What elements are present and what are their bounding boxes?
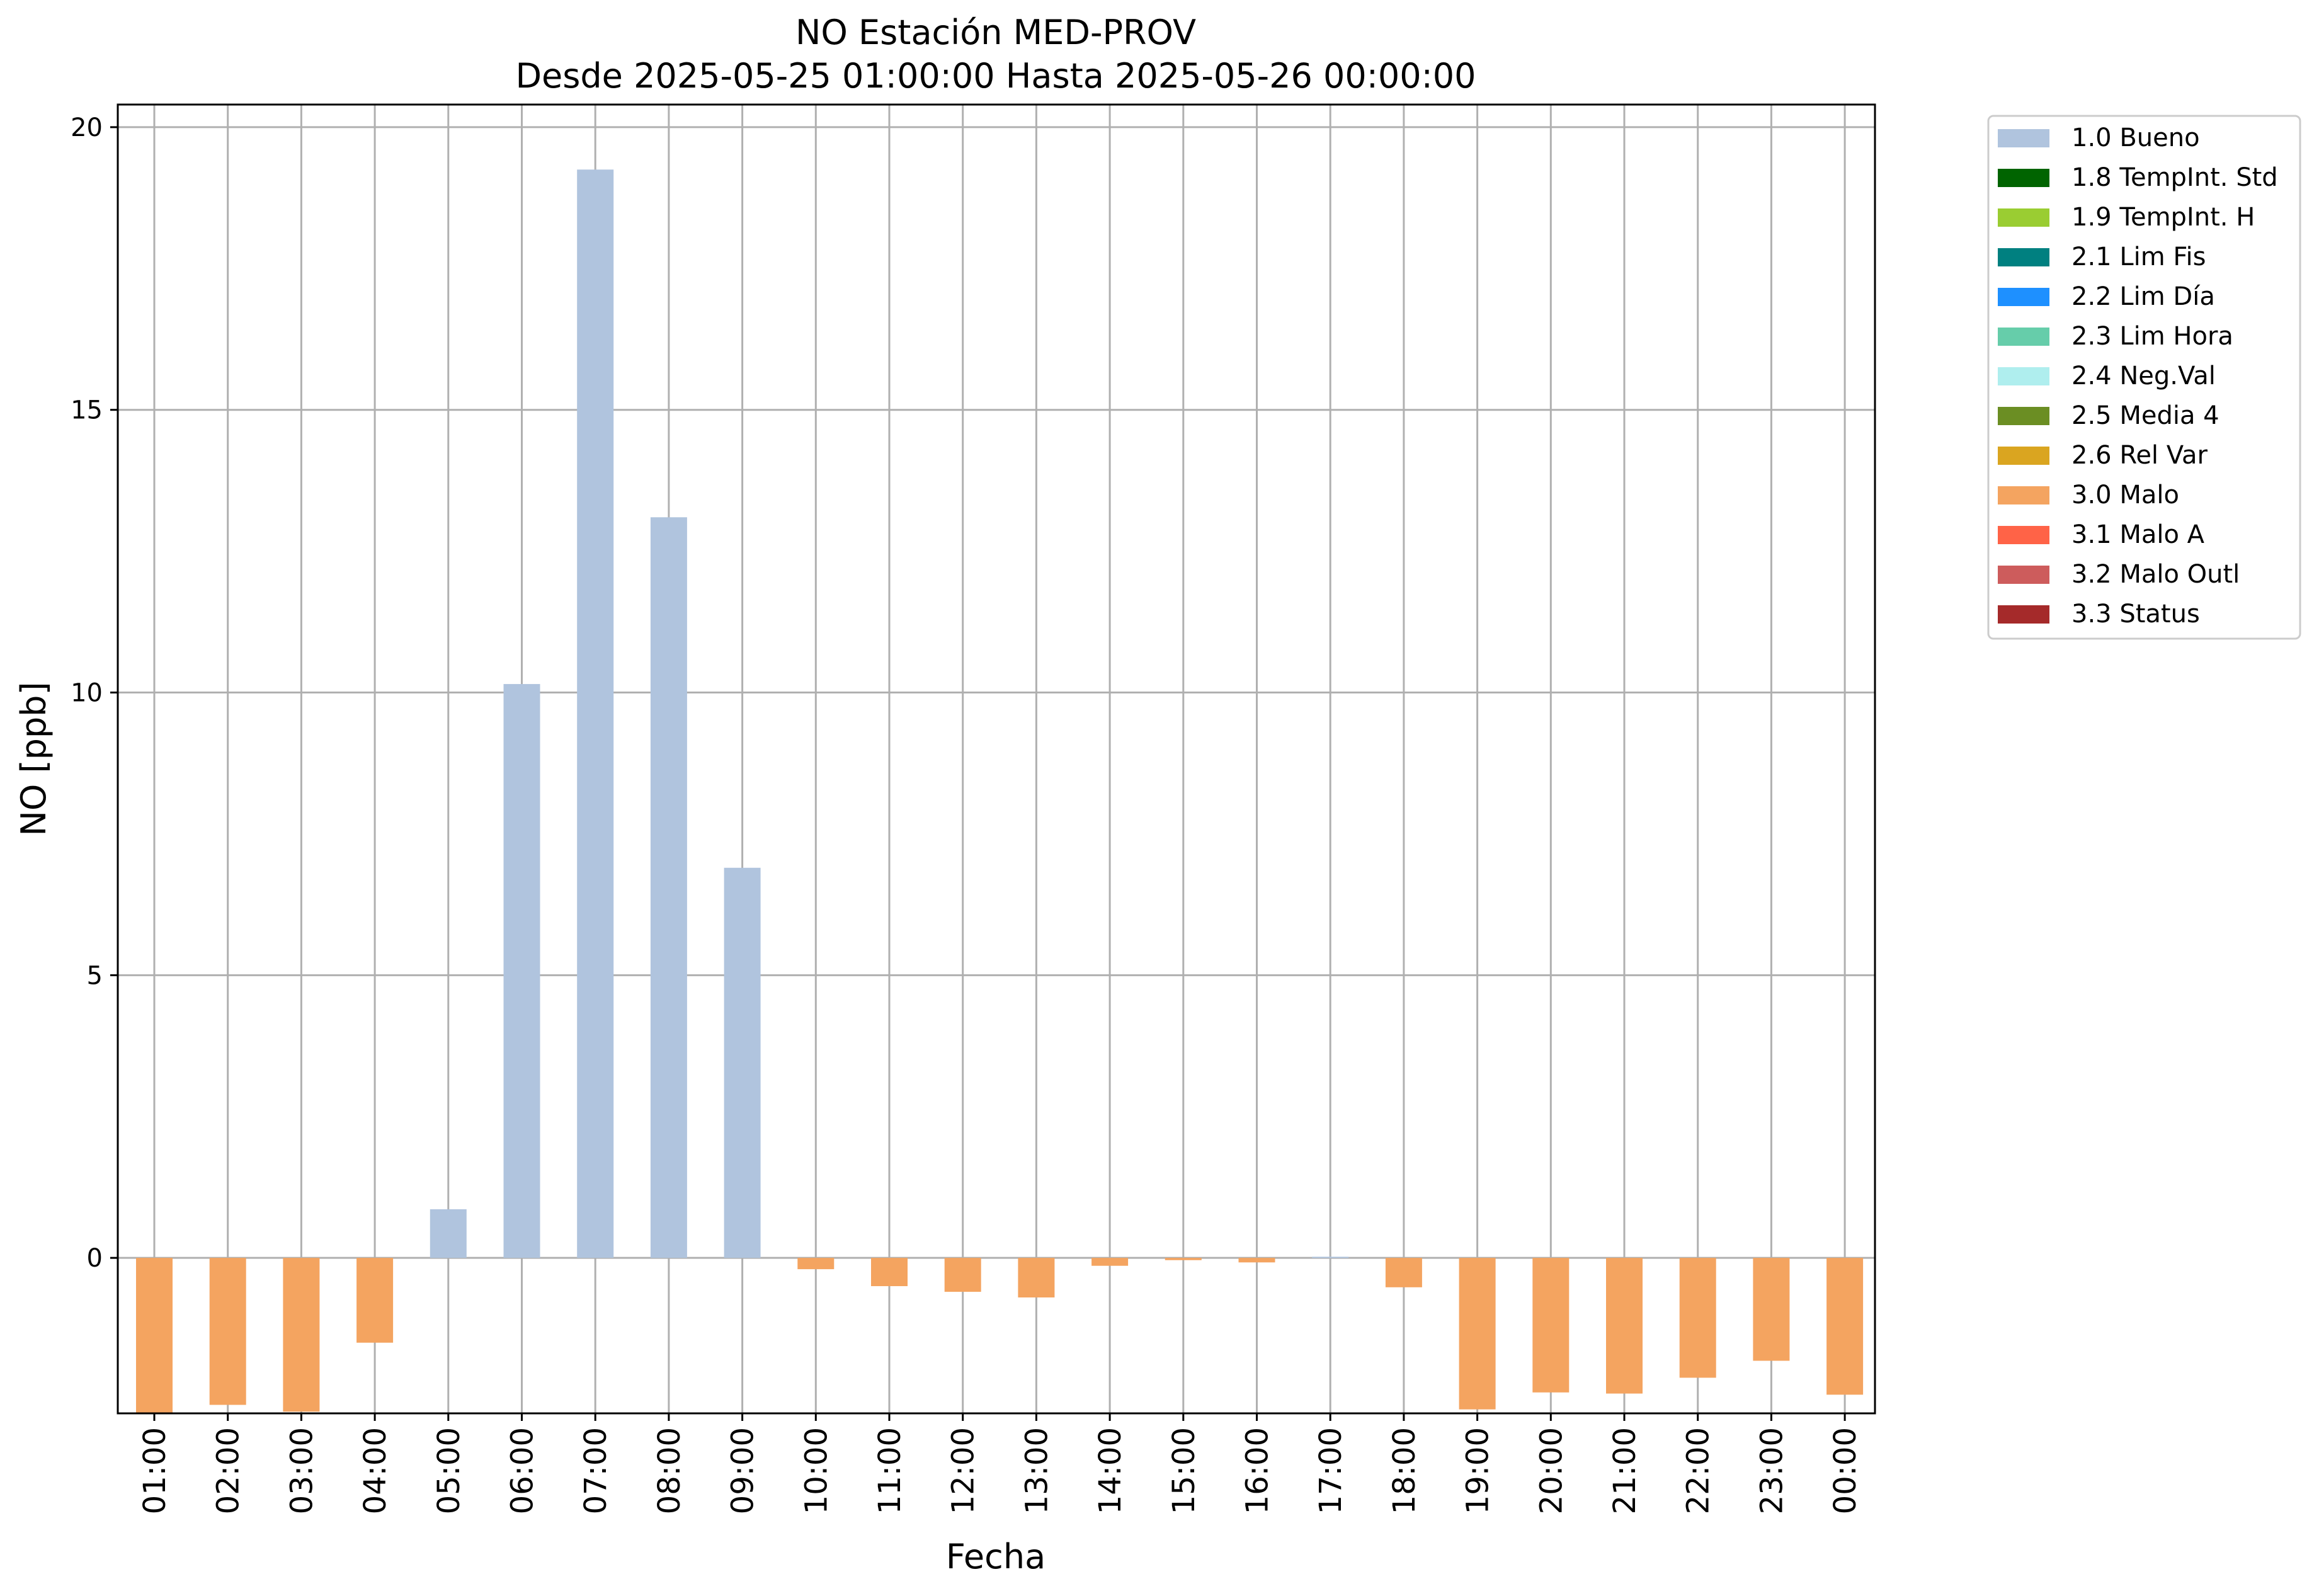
x-tick-label: 17:00: [1313, 1427, 1348, 1514]
legend-label: 2.1 Lim Fis: [2071, 242, 2206, 271]
bar-2100: [1606, 1258, 1643, 1394]
legend-swatch: [1998, 208, 2049, 227]
y-axis-label: NO [ppb]: [14, 681, 54, 836]
legend-swatch: [1998, 407, 2049, 425]
x-tick-label: 19:00: [1461, 1427, 1496, 1514]
bar-1400: [1091, 1258, 1129, 1266]
x-tick-label: 06:00: [505, 1427, 540, 1514]
legend-swatch: [1998, 248, 2049, 266]
legend-label: 1.9 TempInt. H: [2071, 203, 2255, 232]
legend-label: 2.5 Media 4: [2071, 401, 2219, 430]
y-tick-label: 5: [87, 961, 103, 990]
legend-label: 3.0 Malo: [2071, 481, 2179, 510]
x-tick-label: 07:00: [578, 1427, 613, 1514]
legend-swatch: [1998, 169, 2049, 187]
x-axis-label: Fecha: [946, 1537, 1046, 1576]
x-tick-label: 14:00: [1093, 1427, 1128, 1514]
x-tick-label: 09:00: [726, 1427, 761, 1514]
bar-1800: [1385, 1258, 1422, 1287]
bar-0600: [503, 684, 540, 1258]
legend-swatch: [1998, 288, 2049, 306]
y-tick-label: 0: [87, 1244, 103, 1273]
legend: 1.0 Bueno 1.8 TempInt. Std 1.9 TempInt. H 2…: [1987, 115, 2301, 640]
bar-1700: [1312, 1257, 1349, 1258]
x-tick-label: 00:00: [1828, 1427, 1863, 1514]
legend-swatch: [1998, 605, 2049, 624]
legend-label: 1.8 TempInt. Std: [2071, 163, 2278, 192]
bar-2000: [1532, 1258, 1570, 1393]
x-tick-label: 08:00: [652, 1427, 687, 1514]
bar-0400: [356, 1258, 394, 1343]
bar-0100: [136, 1258, 173, 1413]
x-tick-label: 21:00: [1607, 1427, 1643, 1514]
x-axis: 01:00 02:00 03:00 04:00 05:00 06:00 07:00 08:00…: [137, 1413, 1863, 1514]
legend-label: 1.0 Bueno: [2071, 123, 2200, 152]
legend-swatch: [1998, 447, 2049, 465]
legend-label: 2.6 Rel Var: [2071, 441, 2208, 470]
bar-1300: [1018, 1258, 1055, 1297]
chart-title: NO Estación MED-PROV: [795, 13, 1196, 52]
x-tick-label: 02:00: [211, 1427, 246, 1514]
legend-label: 3.1 Malo A: [2071, 520, 2205, 549]
bar-1900: [1459, 1258, 1496, 1410]
legend-swatch: [1998, 566, 2049, 584]
legend-label: 2.4 Neg.Val: [2071, 362, 2216, 390]
y-tick-label: 10: [71, 679, 103, 708]
x-tick-label: 10:00: [799, 1427, 834, 1514]
x-tick-label: 13:00: [1019, 1427, 1054, 1514]
plot-area-frame: [117, 103, 1876, 1415]
bar-0500: [430, 1209, 467, 1258]
legend-label: 2.2 Lim Día: [2071, 282, 2215, 311]
bar-1500: [1165, 1258, 1202, 1260]
x-tick-label: 15:00: [1166, 1427, 1202, 1514]
bar-0200: [209, 1258, 246, 1405]
x-tick-label: 03:00: [284, 1427, 319, 1514]
x-tick-label: 04:00: [358, 1427, 393, 1514]
bar-2300: [1753, 1258, 1790, 1361]
legend-swatch: [1998, 129, 2049, 147]
x-tick-label: 22:00: [1681, 1427, 1716, 1514]
legend-swatch: [1998, 328, 2049, 346]
bar-1100: [871, 1258, 908, 1287]
legend-swatch: [1998, 367, 2049, 385]
legend-swatch: [1998, 526, 2049, 544]
bar-1200: [944, 1258, 981, 1292]
bars: [136, 169, 1864, 1413]
y-axis: 0 5 10 15 20: [71, 113, 118, 1273]
x-tick-label: 16:00: [1240, 1427, 1275, 1514]
x-tick-label: 20:00: [1534, 1427, 1569, 1514]
legend-box: [1987, 115, 2301, 640]
y-tick-label: 20: [71, 113, 103, 142]
legend-label: 3.3 Status: [2071, 600, 2200, 629]
legend-label: 2.3 Lim Hora: [2071, 322, 2233, 351]
x-tick-label: 11:00: [872, 1427, 908, 1514]
x-tick-label: 18:00: [1387, 1427, 1422, 1514]
bar-0000: [1826, 1258, 1864, 1395]
legend-label: 3.2 Malo Outl: [2071, 560, 2240, 589]
chart-subtitle: Desde 2025-05-25 01:00:00 Hasta 2025-05-…: [515, 56, 1476, 96]
bar-0300: [283, 1258, 320, 1412]
legend-swatch: [1998, 486, 2049, 504]
bar-0800: [650, 517, 687, 1258]
bar-0700: [577, 169, 614, 1258]
x-tick-label: 01:00: [137, 1427, 173, 1514]
x-tick-label: 05:00: [431, 1427, 467, 1514]
x-tick-label: 12:00: [946, 1427, 981, 1514]
y-tick-label: 15: [71, 396, 103, 425]
bar-1000: [797, 1258, 835, 1270]
bar-1600: [1238, 1258, 1275, 1263]
bar-0900: [724, 867, 761, 1258]
bar-2200: [1679, 1258, 1716, 1378]
x-tick-label: 23:00: [1754, 1427, 1789, 1514]
grid-lines: [118, 105, 1875, 1413]
